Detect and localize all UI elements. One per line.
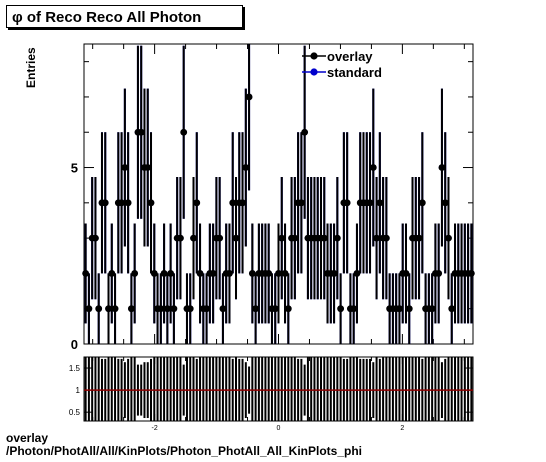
footer: overlay /Photon/PhotAll/All/KinPlots/Pho… [6, 432, 362, 458]
ratio-y-tick-label: 1.5 [69, 364, 81, 373]
overlay-point [147, 199, 155, 207]
overlay-point [124, 199, 132, 207]
legend-marker [310, 52, 318, 60]
overlay-point [163, 305, 171, 313]
overlay-point [275, 270, 282, 277]
overlay-point [337, 305, 345, 313]
overlay-point [144, 164, 152, 171]
legend-marker [310, 68, 318, 76]
overlay-point [131, 270, 139, 277]
overlay-point [333, 234, 341, 242]
overlay-point [428, 305, 436, 313]
overlay-point [301, 128, 309, 136]
ratio-x-tick-label: 0 [277, 425, 281, 432]
overlay-point [101, 199, 109, 207]
overlay-point [467, 270, 475, 277]
overlay-point [137, 128, 145, 136]
overlay-point [232, 234, 240, 242]
overlay-point [402, 270, 410, 277]
overlay-point [281, 270, 289, 277]
overlay-point [108, 270, 116, 277]
legend-label: standard [327, 65, 382, 80]
overlay-point [366, 199, 374, 207]
overlay-point [219, 305, 227, 313]
overlay-point [150, 270, 158, 277]
overlay-point [271, 305, 279, 313]
legend-label: overlay [327, 49, 373, 64]
main-plot-marks [82, 44, 475, 344]
footer-line-2: /Photon/PhotAll/All/KinPlots/Photon_Phot… [6, 444, 362, 458]
ratio-x-tick-label: 2 [400, 425, 404, 432]
overlay-point [193, 199, 201, 207]
overlay-point [177, 234, 184, 242]
overlay-point [445, 234, 452, 242]
overlay-point [196, 270, 204, 277]
overlay-point [95, 305, 103, 313]
overlay-point [252, 305, 260, 313]
overlay-point [435, 270, 443, 277]
overlay-point [111, 305, 119, 313]
overlay-point [127, 305, 135, 313]
overlay-point [373, 234, 380, 242]
overlay-point [180, 128, 188, 136]
overlay-point [353, 270, 361, 277]
overlay-point [186, 305, 194, 313]
overlay-point [418, 199, 426, 207]
overlay-point [415, 234, 423, 242]
overlay-point [245, 93, 253, 101]
y-tick-label: 0 [71, 337, 78, 352]
overlay-point [203, 305, 210, 313]
overlay-point [82, 270, 90, 277]
overlay-point [167, 270, 175, 277]
overlay-point [216, 234, 224, 242]
overlay-point [438, 164, 446, 171]
chart-title: φ of Reco Reco All Photon [6, 5, 243, 28]
overlay-point [209, 270, 217, 277]
overlay-point [369, 164, 377, 171]
overlay-point [265, 270, 273, 277]
overlay-point [320, 234, 328, 242]
y-tick-label: 5 [71, 161, 78, 176]
overlay-point [85, 305, 93, 313]
overlay-point [105, 305, 112, 313]
overlay-point [405, 305, 413, 313]
overlay-point [170, 305, 178, 313]
overlay-point [121, 164, 129, 171]
overlay-point [118, 199, 125, 207]
overlay-point [242, 164, 250, 171]
overlay-point [350, 305, 358, 313]
overlay-point [448, 305, 456, 313]
overlay-point [278, 234, 286, 242]
overlay-point [330, 270, 338, 277]
overlay-point [160, 270, 168, 277]
overlay-point [441, 199, 449, 207]
overlay-point [190, 234, 197, 242]
ratio-y-tick-label: 0.5 [69, 408, 81, 417]
overlay-point [291, 234, 299, 242]
overlay-point [239, 199, 246, 207]
ratio-plot-marks [84, 357, 473, 421]
overlay-point [343, 199, 351, 207]
overlay-point [229, 199, 237, 207]
overlay-point [376, 199, 384, 207]
overlay-point [92, 234, 99, 242]
overlay-point [248, 270, 256, 277]
overlay-point [297, 199, 305, 207]
ratio-x-tick-label: -2 [151, 425, 157, 432]
overlay-point [157, 305, 165, 313]
overlay-point [284, 305, 292, 313]
overlay-point [226, 270, 233, 277]
overlay-point [396, 305, 403, 313]
ratio-y-tick-label: 1 [76, 386, 81, 395]
overlay-point [382, 234, 390, 242]
footer-line-1: overlay [6, 431, 49, 445]
